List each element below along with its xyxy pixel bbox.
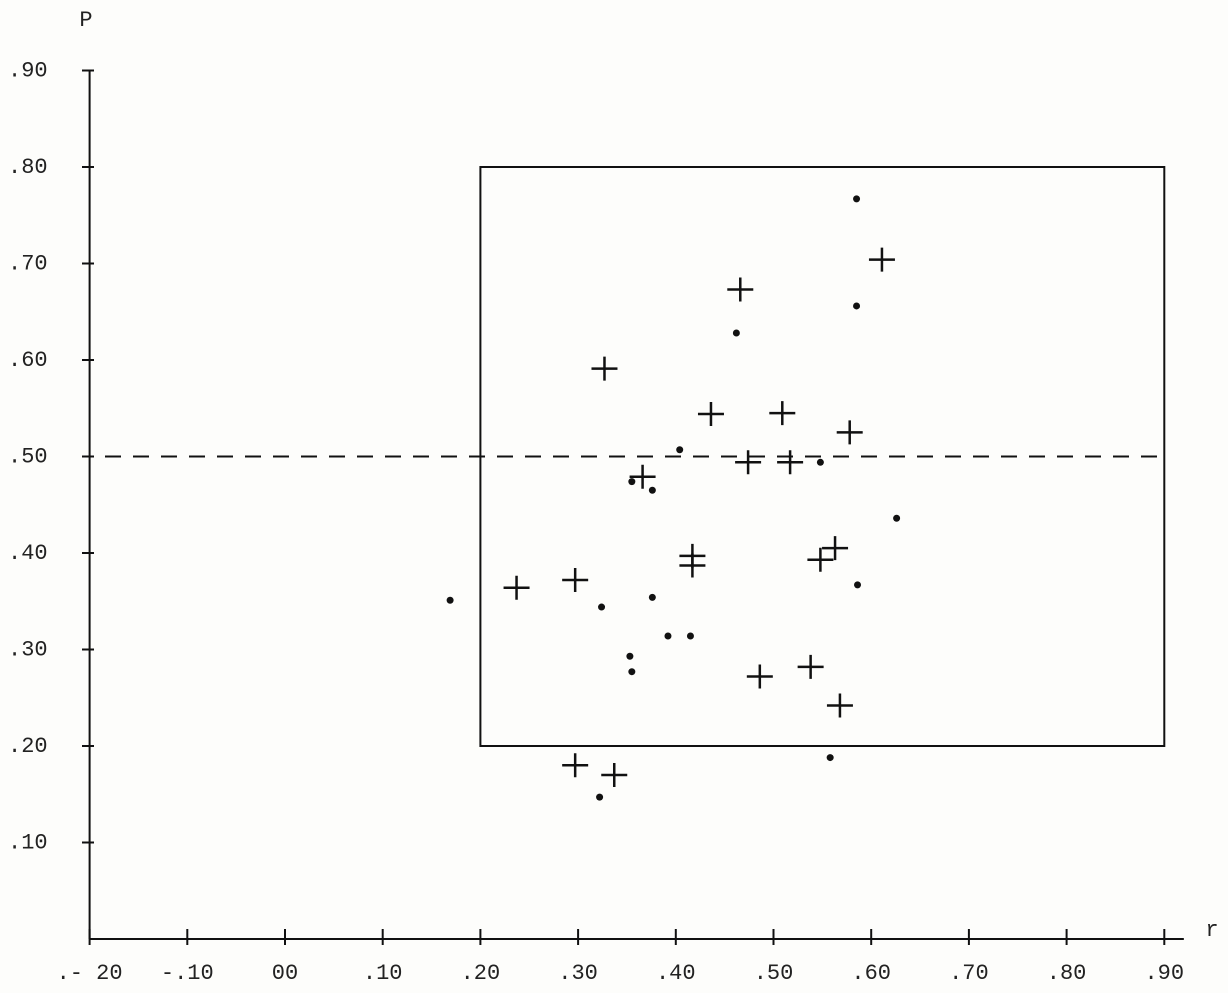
plus-point [562, 753, 588, 777]
plus-point [837, 420, 863, 444]
plus-point [827, 693, 853, 717]
dot-point [598, 604, 605, 611]
plus-point [869, 248, 895, 272]
plus-point [630, 465, 656, 489]
dot-point [649, 594, 656, 601]
dot-point [664, 632, 671, 639]
x-tick-label: -.10 [161, 961, 214, 986]
x-tick-label: .40 [656, 961, 696, 986]
x-tick-label: .80 [1047, 961, 1087, 986]
plus-point [727, 278, 753, 302]
dot-point [447, 597, 454, 604]
dot-point [853, 195, 860, 202]
dot-point [626, 653, 633, 660]
plus-point [777, 450, 803, 474]
dot-point [853, 302, 860, 309]
dot-point [854, 581, 861, 588]
plus-point [698, 402, 724, 426]
x-tick-label: .20 [461, 961, 501, 986]
y-tick-label: .30 [8, 637, 48, 662]
x-tick-label: 00 [272, 961, 298, 986]
plus-point [822, 536, 848, 560]
x-tick-label: .10 [363, 961, 403, 986]
plus-point [601, 763, 627, 787]
dot-point [687, 632, 694, 639]
plus-point [798, 655, 824, 679]
plus-point [747, 665, 773, 689]
y-tick-label: .80 [8, 155, 48, 180]
y-axis-title: P [79, 8, 92, 33]
dot-point [628, 668, 635, 675]
x-axis-title: r [1205, 918, 1218, 943]
dot-point [827, 754, 834, 761]
dot-point [596, 794, 603, 801]
plus-point [591, 357, 617, 381]
dot-point [628, 478, 635, 485]
y-tick-label: .40 [8, 541, 48, 566]
x-tick-label: .60 [851, 961, 891, 986]
plus-point [504, 576, 530, 600]
page: {"chart_data": {"type": "scatter", "x_la… [0, 0, 1228, 993]
y-tick-label: .90 [8, 58, 48, 83]
x-tick-label: .90 [1144, 961, 1184, 986]
plus-point [735, 450, 761, 474]
dot-point [649, 487, 656, 494]
y-tick-label: .50 [8, 444, 48, 469]
dot-point [817, 459, 824, 466]
y-tick-label: .70 [8, 251, 48, 276]
dot-point [676, 446, 683, 453]
x-tick-label: .50 [754, 961, 794, 986]
dot-point [893, 515, 900, 522]
x-tick-label: .70 [949, 961, 989, 986]
y-tick-label: .10 [8, 830, 48, 855]
plus-point [769, 401, 795, 425]
x-tick-label: .30 [558, 961, 598, 986]
y-tick-label: .60 [8, 348, 48, 373]
chart: P r .- 20 -.10 00 .10 .20 .30 .40 .50 .60 .70 .80.… [0, 0, 1228, 993]
x-tick-label: .- 20 [57, 961, 123, 986]
y-tick-label: .20 [8, 734, 48, 759]
plus-point [807, 548, 833, 572]
plus-point [562, 568, 588, 592]
dot-point [733, 329, 740, 336]
